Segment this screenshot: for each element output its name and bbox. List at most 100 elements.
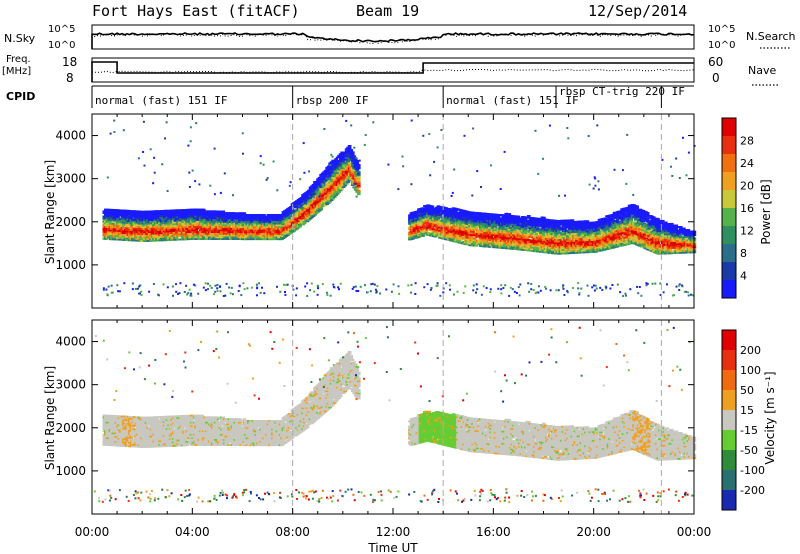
echo-cell bbox=[548, 222, 552, 225]
echo-cell bbox=[409, 231, 414, 234]
echo-cell bbox=[195, 231, 200, 233]
echo-cell bbox=[259, 217, 263, 220]
echo-cell bbox=[489, 235, 493, 238]
echo-cell bbox=[173, 214, 177, 217]
echo-cell bbox=[108, 222, 113, 225]
echo-cell bbox=[299, 219, 304, 222]
echo-cell bbox=[284, 235, 289, 237]
nsky-tick-bottom: 10^0 bbox=[48, 40, 75, 51]
echo-cell bbox=[533, 246, 537, 249]
echo-cell bbox=[356, 191, 361, 194]
echo-cell bbox=[508, 244, 513, 247]
echo-cell bbox=[153, 217, 158, 220]
echo-cell bbox=[337, 191, 341, 193]
echo-cell bbox=[566, 242, 570, 244]
echo-cell bbox=[283, 210, 287, 213]
echo-cell bbox=[317, 178, 322, 181]
echo-cell bbox=[499, 241, 504, 244]
echo-cell bbox=[281, 223, 286, 226]
echo-cell bbox=[582, 251, 587, 254]
echo-cell bbox=[156, 210, 161, 213]
echo-cell bbox=[472, 215, 477, 218]
echo-cell bbox=[343, 175, 347, 178]
echo-cell bbox=[302, 220, 307, 223]
echo-cell bbox=[564, 221, 569, 224]
echo-cell bbox=[523, 226, 528, 229]
echo-cell bbox=[183, 226, 188, 229]
echo-cell bbox=[162, 228, 167, 231]
echo-cell bbox=[438, 214, 442, 217]
echo-cell bbox=[194, 224, 198, 227]
echo-cell bbox=[588, 247, 593, 250]
echo-cell bbox=[213, 229, 218, 232]
echo-cell bbox=[280, 238, 284, 241]
echo-cell bbox=[328, 193, 332, 196]
echo-cell bbox=[480, 240, 484, 242]
echo-cell bbox=[356, 167, 361, 170]
echo-cell bbox=[439, 225, 444, 227]
echo-cell bbox=[260, 227, 265, 230]
echo-cell bbox=[224, 227, 229, 230]
echo-cell bbox=[484, 221, 489, 224]
echo-cell bbox=[548, 224, 552, 227]
echo-cell bbox=[570, 250, 575, 253]
echo-cell bbox=[326, 175, 331, 178]
echo-cell bbox=[129, 220, 134, 223]
echo-cell bbox=[423, 227, 427, 230]
echo-cell bbox=[326, 170, 331, 173]
echo-cell bbox=[507, 228, 512, 231]
freq-label: Freq. bbox=[6, 54, 31, 65]
echo-cell bbox=[353, 164, 358, 167]
echo-cell bbox=[125, 225, 129, 228]
echo-cell bbox=[221, 210, 226, 213]
freq-unit: [MHz] bbox=[2, 66, 31, 77]
echo-cell bbox=[605, 224, 609, 226]
nsky-tick-top: 10^5 bbox=[48, 24, 75, 35]
echo-cell bbox=[572, 241, 576, 244]
echo-cell bbox=[338, 165, 343, 168]
echo-cell bbox=[250, 229, 254, 232]
echo-cell bbox=[430, 219, 435, 222]
echo-cell bbox=[474, 244, 478, 247]
echo-cell bbox=[356, 174, 361, 177]
echo-cell bbox=[347, 146, 352, 149]
cpid-mode-label: normal (fast) 151 IF bbox=[95, 94, 227, 107]
echo-cell bbox=[334, 194, 338, 197]
echo-cell bbox=[210, 224, 215, 227]
echo-cell bbox=[496, 215, 501, 218]
cpid-strip: normal (fast) 151 IF rbsp 200 IF normal (f… bbox=[91, 85, 694, 108]
echo-cell bbox=[356, 177, 361, 180]
echo-cell bbox=[356, 186, 361, 189]
nsky-strip bbox=[91, 24, 695, 50]
echo-cell bbox=[295, 215, 299, 218]
echo-cell bbox=[156, 237, 161, 240]
echo-cell bbox=[451, 231, 456, 234]
echo-cell bbox=[536, 250, 540, 253]
echo-cell bbox=[165, 218, 170, 221]
echo-cell bbox=[308, 214, 313, 217]
echo-cell bbox=[113, 233, 117, 236]
echo-cell bbox=[350, 153, 355, 155]
echo-cell bbox=[523, 218, 528, 220]
echo-cell bbox=[256, 222, 260, 225]
echo-cell bbox=[340, 168, 344, 171]
echo-cell bbox=[233, 220, 238, 223]
echo-cell bbox=[534, 248, 539, 251]
echo-cell bbox=[274, 233, 278, 235]
echo-cell bbox=[576, 236, 581, 239]
echo-cell bbox=[296, 205, 301, 208]
echo-cell bbox=[292, 214, 296, 217]
echo-cell bbox=[134, 229, 138, 232]
echo-cell bbox=[563, 235, 567, 238]
echo-cell bbox=[355, 168, 360, 171]
echo-cell bbox=[340, 175, 344, 178]
echo-cell bbox=[222, 232, 227, 235]
echo-cell bbox=[460, 232, 465, 234]
echo-cell bbox=[244, 229, 248, 232]
echo-cell bbox=[356, 165, 361, 168]
echo-cell bbox=[504, 231, 509, 234]
echo-cell bbox=[186, 224, 191, 227]
echo-cell bbox=[328, 172, 332, 175]
echo-cell bbox=[310, 216, 314, 219]
nsearch-label: N.Search bbox=[746, 30, 796, 43]
